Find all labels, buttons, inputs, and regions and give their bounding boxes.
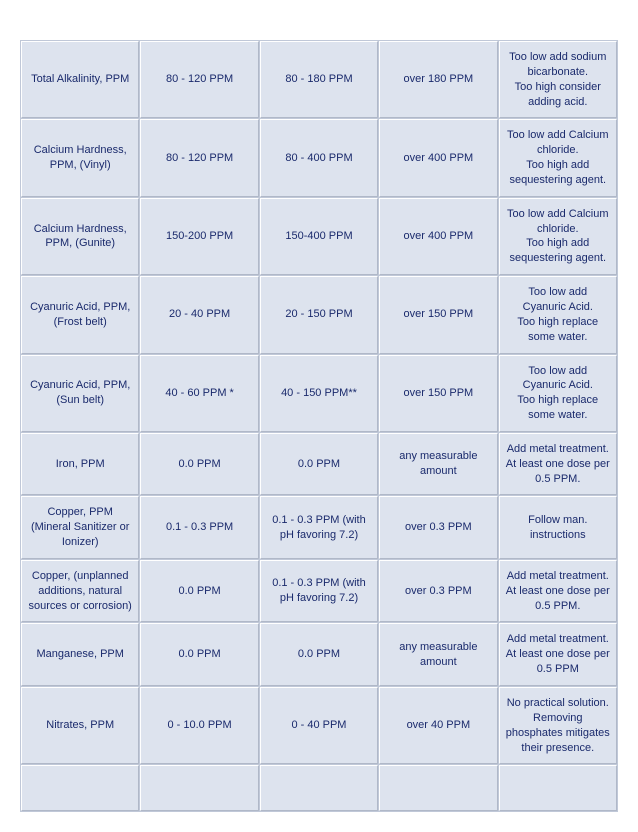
table-cell: Add metal treatment. At least one dose p… [499,560,617,623]
table-cell: any measurable amount [379,433,497,496]
table-cell: Manganese, PPM [21,623,139,686]
table-cell-empty [379,765,497,811]
pool-chemistry-table: Total Alkalinity, PPM80 - 120 PPM80 - 18… [20,40,618,812]
table-row: Copper, PPM (Mineral Sanitizer or Ionize… [21,496,617,559]
table-row: Copper, (unplanned additions, natural so… [21,560,617,623]
table-cell: 0.1 - 0.3 PPM (with pH favoring 7.2) [260,560,378,623]
table-cell: 0 - 10.0 PPM [140,687,258,764]
table-cell: any measurable amount [379,623,497,686]
table-cell: 0.0 PPM [260,623,378,686]
table-cell: 80 - 120 PPM [140,119,258,196]
table-cell: Add metal treatment. At least one dose p… [499,433,617,496]
table-cell-empty [21,765,139,811]
table-cell-empty [499,765,617,811]
table-cell: 150-200 PPM [140,198,258,275]
table-cell: over 40 PPM [379,687,497,764]
table-cell: Follow man. instructions [499,496,617,559]
table-cell: over 0.3 PPM [379,496,497,559]
table-cell: Too low add sodium bicarbonate.Too high … [499,41,617,118]
table-cell: 20 - 40 PPM [140,276,258,353]
table-cell: over 400 PPM [379,119,497,196]
table-cell-empty [260,765,378,811]
table-row: Calcium Hardness, PPM, (Vinyl)80 - 120 P… [21,119,617,196]
table-cell: Calcium Hardness, PPM, (Vinyl) [21,119,139,196]
table-cell: 0.0 PPM [260,433,378,496]
table-row: Manganese, PPM0.0 PPM0.0 PPMany measurab… [21,623,617,686]
table-cell: 20 - 150 PPM [260,276,378,353]
table-cell: 80 - 180 PPM [260,41,378,118]
table-cell: over 150 PPM [379,355,497,432]
table-cell: Iron, PPM [21,433,139,496]
table-body: Total Alkalinity, PPM80 - 120 PPM80 - 18… [21,41,617,811]
table-row: Nitrates, PPM0 - 10.0 PPM0 - 40 PPMover … [21,687,617,764]
table-cell: Total Alkalinity, PPM [21,41,139,118]
table-row: Total Alkalinity, PPM80 - 120 PPM80 - 18… [21,41,617,118]
table-cell: 80 - 400 PPM [260,119,378,196]
table-cell: Add metal treatment. At least one dose p… [499,623,617,686]
table-cell: Calcium Hardness, PPM, (Gunite) [21,198,139,275]
table-cell: 150-400 PPM [260,198,378,275]
table-row: Cyanuric Acid, PPM, (Sun belt)40 - 60 PP… [21,355,617,432]
table-cell: Copper, (unplanned additions, natural so… [21,560,139,623]
table-cell: 0.0 PPM [140,433,258,496]
table-cell: 40 - 150 PPM** [260,355,378,432]
table-cell: 0 - 40 PPM [260,687,378,764]
table-cell: Too low add Cyanuric Acid.Too high repla… [499,355,617,432]
table-cell: 0.0 PPM [140,560,258,623]
table-cell-empty [140,765,258,811]
table-cell: 0.1 - 0.3 PPM (with pH favoring 7.2) [260,496,378,559]
table-cell: 0.0 PPM [140,623,258,686]
table-cell: Too low add Calcium chloride.Too high ad… [499,119,617,196]
table-row: Iron, PPM0.0 PPM0.0 PPMany measurable am… [21,433,617,496]
table-cell: 40 - 60 PPM * [140,355,258,432]
table-cell: Nitrates, PPM [21,687,139,764]
table-cell: over 180 PPM [379,41,497,118]
table-cell: 80 - 120 PPM [140,41,258,118]
table-cell: Cyanuric Acid, PPM, (Frost belt) [21,276,139,353]
table-row: Calcium Hardness, PPM, (Gunite)150-200 P… [21,198,617,275]
table-cell: Cyanuric Acid, PPM, (Sun belt) [21,355,139,432]
table-cell: Copper, PPM (Mineral Sanitizer or Ionize… [21,496,139,559]
table-row-empty [21,765,617,811]
table-cell: Too low add Calcium chloride.Too high ad… [499,198,617,275]
table-cell: No practical solution. Removing phosphat… [499,687,617,764]
table-cell: Too low add Cyanuric Acid.Too high repla… [499,276,617,353]
table-cell: over 400 PPM [379,198,497,275]
table-cell: over 0.3 PPM [379,560,497,623]
table-row: Cyanuric Acid, PPM, (Frost belt)20 - 40 … [21,276,617,353]
table-cell: 0.1 - 0.3 PPM [140,496,258,559]
table-cell: over 150 PPM [379,276,497,353]
